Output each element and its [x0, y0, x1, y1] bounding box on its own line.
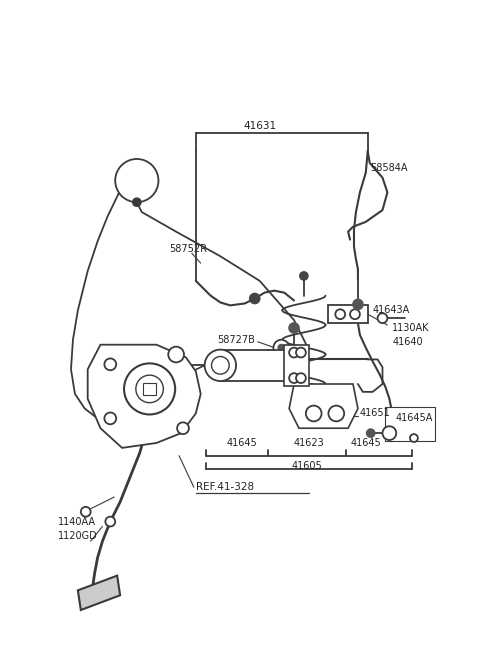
Text: 41605: 41605	[291, 460, 322, 470]
Text: 1120GD: 1120GD	[58, 531, 98, 541]
Circle shape	[212, 356, 229, 374]
Circle shape	[177, 422, 189, 434]
Text: 58584A: 58584A	[370, 163, 407, 173]
Circle shape	[383, 426, 396, 440]
Text: 58727B: 58727B	[217, 335, 255, 345]
Circle shape	[115, 159, 158, 202]
Text: 41645A: 41645A	[395, 413, 432, 423]
Ellipse shape	[123, 170, 151, 191]
Text: 41631: 41631	[243, 121, 276, 130]
Circle shape	[336, 309, 345, 319]
Bar	[328, 305, 368, 323]
Circle shape	[350, 309, 360, 319]
Circle shape	[104, 358, 116, 370]
Bar	[143, 383, 156, 395]
Circle shape	[367, 429, 374, 437]
Circle shape	[124, 364, 175, 415]
Bar	[284, 345, 309, 386]
Circle shape	[104, 413, 116, 424]
Text: 41645: 41645	[227, 438, 257, 448]
Circle shape	[274, 340, 289, 356]
Circle shape	[300, 272, 308, 280]
Text: 41651: 41651	[360, 409, 391, 419]
Circle shape	[289, 323, 299, 333]
Bar	[220, 350, 294, 381]
Text: 41643A: 41643A	[372, 305, 410, 315]
Text: 41640: 41640	[392, 337, 423, 346]
Circle shape	[81, 507, 91, 517]
Polygon shape	[289, 384, 358, 428]
Circle shape	[278, 345, 284, 350]
Circle shape	[289, 373, 299, 383]
Text: 58752R: 58752R	[169, 244, 207, 254]
Text: REF.41-328: REF.41-328	[196, 482, 254, 492]
Text: 1130AK: 1130AK	[392, 323, 430, 333]
Ellipse shape	[130, 175, 144, 186]
Circle shape	[204, 350, 236, 381]
Circle shape	[289, 348, 299, 358]
Circle shape	[378, 313, 387, 323]
Polygon shape	[88, 345, 201, 448]
Text: 1140AA: 1140AA	[58, 517, 96, 527]
Circle shape	[410, 434, 418, 442]
Bar	[296, 384, 312, 405]
Text: 41623: 41623	[293, 438, 324, 448]
Circle shape	[328, 405, 344, 421]
Circle shape	[133, 198, 141, 206]
Circle shape	[106, 517, 115, 527]
Circle shape	[296, 373, 306, 383]
Bar	[385, 407, 434, 441]
Circle shape	[136, 375, 163, 403]
Circle shape	[296, 348, 306, 358]
Circle shape	[353, 299, 363, 309]
Circle shape	[250, 293, 260, 303]
Text: 41645: 41645	[350, 438, 381, 448]
Polygon shape	[78, 576, 120, 610]
Circle shape	[168, 346, 184, 362]
Circle shape	[306, 405, 322, 421]
